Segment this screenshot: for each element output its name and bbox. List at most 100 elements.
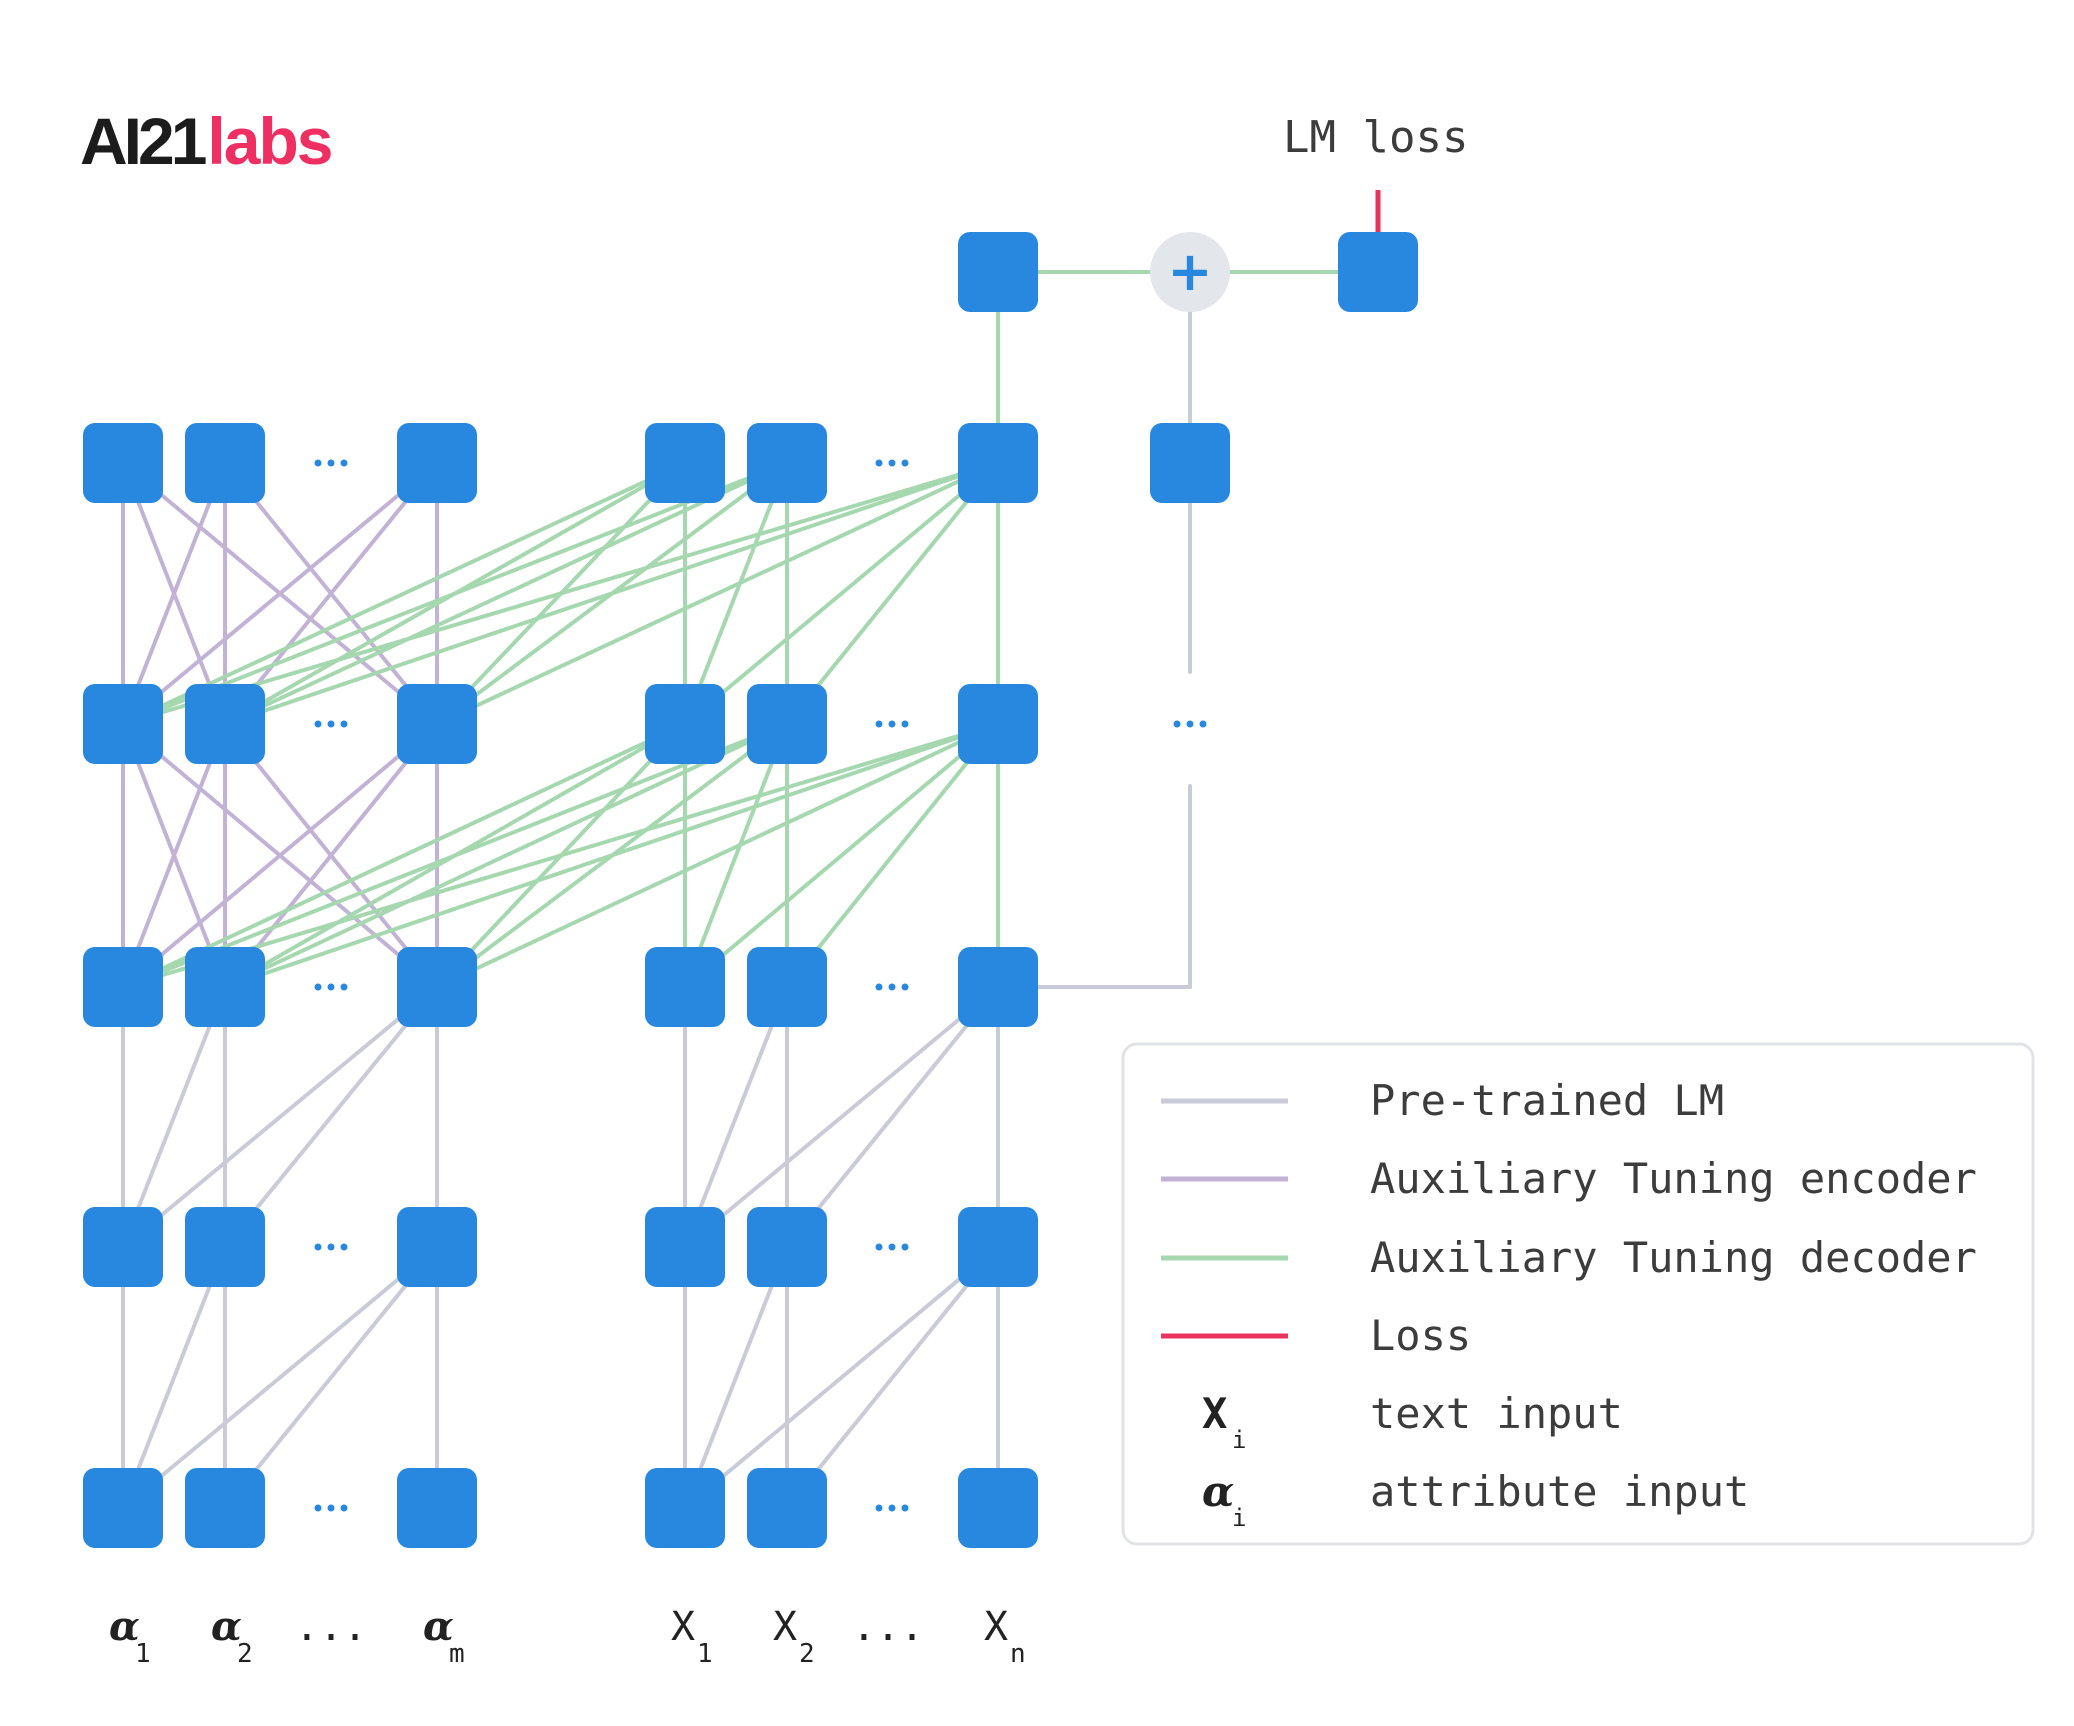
ellipsis-icon: [888, 459, 896, 467]
ellipsis-icon: [875, 1243, 883, 1251]
ellipsis-icon: [314, 1243, 322, 1251]
legend-label: Auxiliary Tuning encoder: [1370, 1154, 1977, 1203]
layer-node: [185, 684, 265, 764]
layer-node: [397, 1468, 477, 1548]
legend-label: Pre-trained LM: [1370, 1076, 1724, 1125]
encoder-edge: [121, 461, 227, 726]
decoder-edge: [121, 722, 1000, 989]
attribute-input-label-subscript: 2: [237, 1639, 253, 1669]
ellipsis-icon: [327, 720, 335, 728]
decoder-edge: [121, 461, 1000, 726]
lm-loss-label: LM loss: [1283, 112, 1468, 163]
pretrained-edge: [121, 1245, 227, 1510]
layer-node: [958, 947, 1038, 1027]
decoder-edge: [435, 461, 1000, 726]
legend-label: text input: [1370, 1389, 1623, 1438]
layer-node: [747, 1207, 827, 1287]
layer-node: [185, 423, 265, 503]
pretrained-edges: [121, 985, 1000, 1510]
text-input-label-subscript: n: [1010, 1639, 1026, 1669]
layer-node: [645, 684, 725, 764]
legend-label: Loss: [1370, 1311, 1471, 1360]
layer-node: [958, 1468, 1038, 1548]
decoder-edge: [223, 461, 1000, 726]
decoder-edge: [785, 461, 1000, 726]
encoder-edges: [121, 461, 439, 989]
ellipsis-icon: [340, 1243, 348, 1251]
pretrained-edge: [121, 985, 439, 1249]
plus-icon: +: [1167, 240, 1212, 303]
logo-ai21: AI21: [80, 104, 207, 178]
attribute-input-label-subscript: m: [449, 1639, 465, 1669]
encoder-edge: [223, 722, 439, 989]
layer-node: [397, 1207, 477, 1287]
encoder-edge: [121, 722, 227, 989]
pretrained-edge: [683, 1245, 1000, 1510]
layer-node: [83, 1468, 163, 1548]
pretrained-edge: [683, 1245, 789, 1510]
ellipsis-icon: [1173, 720, 1181, 728]
ellipsis-icon: [340, 1504, 348, 1512]
ellipsis-icon: [1186, 720, 1194, 728]
layer-node: [83, 423, 163, 503]
ellipsis-icon: [314, 1504, 322, 1512]
pretrained-edge: [121, 1245, 439, 1510]
layer-node: [747, 947, 827, 1027]
ellipsis-icon: [875, 983, 883, 991]
attribute-input-label: α: [109, 1603, 140, 1650]
ellipsis-icon: [901, 459, 909, 467]
input-ellipsis: ...: [852, 1604, 924, 1650]
ellipsis-icon: [314, 720, 322, 728]
legend: Pre-trained LM Auxiliary Tuning encoder Au…: [1121, 1042, 2035, 1546]
layer-node: [747, 423, 827, 503]
ellipsis-icon: [340, 720, 348, 728]
lm-output-node: [1150, 423, 1230, 503]
ellipsis-icon: [314, 459, 322, 467]
decoder-edge: [223, 722, 789, 989]
decoder-edge: [683, 461, 789, 726]
ellipsis-icon: [888, 983, 896, 991]
layer-node: [645, 947, 725, 1027]
text-input-label: X: [773, 1604, 797, 1650]
ellipsis-icon: [327, 1243, 335, 1251]
layer-node: [83, 684, 163, 764]
decoder-edge: [683, 461, 1000, 726]
attribute-input-label-subscript: 1: [135, 1639, 151, 1669]
input-ellipsis: ...: [295, 1604, 367, 1650]
logo-labs: labs: [207, 104, 333, 178]
layer-node: [185, 947, 265, 1027]
loss-node: [1338, 232, 1418, 312]
decoder-edge: [223, 461, 789, 726]
layer-node: [185, 1468, 265, 1548]
text-input-label: X: [671, 1604, 695, 1650]
decoder-edge: [785, 722, 1000, 989]
legend-box: [1121, 1042, 2035, 1546]
ellipsis-icon: [1199, 720, 1207, 728]
legend-label: Auxiliary Tuning decoder: [1370, 1233, 1977, 1282]
ellipsis-icon: [314, 983, 322, 991]
legend-symbol: X: [1202, 1389, 1227, 1438]
layer-node: [958, 423, 1038, 503]
nodes: [83, 232, 1418, 1548]
decoder-edges: [121, 270, 1380, 989]
encoder-edge: [223, 461, 439, 726]
ellipsis-icon: [888, 1243, 896, 1251]
legend-label: attribute input: [1370, 1467, 1749, 1516]
ellipsis-icon: [327, 983, 335, 991]
text-input-label-subscript: 1: [697, 1639, 713, 1669]
layer-node: [397, 423, 477, 503]
encoder-edge: [121, 722, 439, 989]
input-labels: α1α2αmX1X2Xn......: [109, 1603, 1026, 1669]
layer-node: [958, 1207, 1038, 1287]
layer-node: [645, 1207, 725, 1287]
ellipsis-icon: [340, 459, 348, 467]
ellipsis-icon: [875, 1504, 883, 1512]
decoder-edge: [121, 461, 789, 726]
encoder-edge: [121, 461, 439, 726]
ai21-logo: AI21labs: [80, 108, 334, 174]
attribute-input-label: α: [423, 1603, 454, 1650]
layer-node: [397, 947, 477, 1027]
ellipsis-icon: [340, 983, 348, 991]
layer-node: [185, 1207, 265, 1287]
layer-node: [747, 684, 827, 764]
